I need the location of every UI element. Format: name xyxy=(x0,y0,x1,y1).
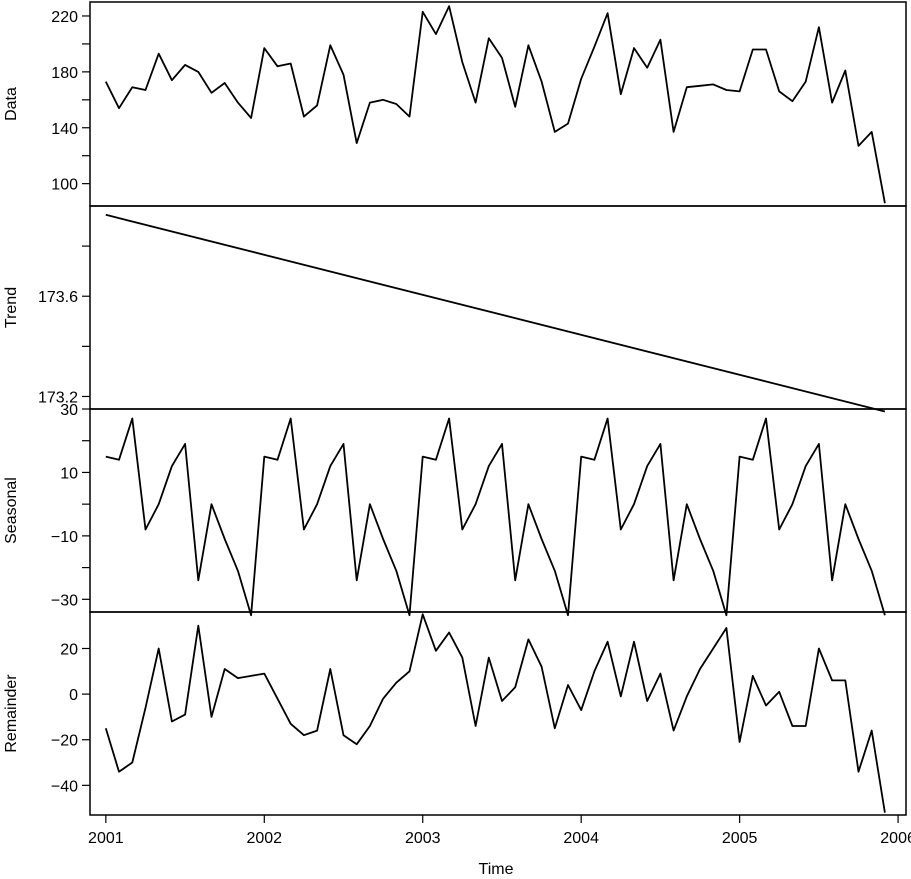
y-tick-label: 30 xyxy=(60,402,78,419)
x-tick-label: 2004 xyxy=(563,830,599,847)
panel-seasonal: −30 −10 10 30 Seasonal xyxy=(3,402,907,617)
series-line-remainder xyxy=(104,613,886,813)
y-tick-label: 140 xyxy=(51,121,78,138)
y-tick-label: −40 xyxy=(51,778,78,795)
y-tick-label: −10 xyxy=(51,529,78,546)
y-tick-label: 173.2 xyxy=(38,389,78,406)
series-line-data xyxy=(104,5,886,204)
y-axis-title-seasonal: Seasonal xyxy=(3,477,20,544)
series-line-seasonal xyxy=(105,417,886,617)
series-line-trend xyxy=(105,213,886,413)
x-tick-label: 2003 xyxy=(405,830,441,847)
y-axis-title-remainder: Remainder xyxy=(3,674,20,753)
panel-frame xyxy=(89,611,907,816)
y-tick-label: 0 xyxy=(69,687,78,704)
panel-frame xyxy=(89,205,907,410)
y-axis-title-trend: Trend xyxy=(3,287,20,328)
y-tick-label: 10 xyxy=(60,465,78,482)
x-tick-label: 2005 xyxy=(722,830,758,847)
y-tick-label: 20 xyxy=(60,641,78,658)
panel-frame xyxy=(89,1,907,207)
y-tick-label: 100 xyxy=(51,177,78,194)
panels: 100 140 180 220 Data 173.2 173.6 Trend −30 −10 10 3… xyxy=(3,1,907,816)
panel-frame xyxy=(89,408,907,613)
x-tick-label: 2006 xyxy=(880,830,911,847)
y-axis-title-data: Data xyxy=(3,87,20,121)
y-tick-label: −30 xyxy=(51,592,78,609)
x-tick-label: 2001 xyxy=(88,830,124,847)
panel-remainder: −40 −20 0 20 Remainder xyxy=(3,611,907,816)
panel-data: 100 140 180 220 Data xyxy=(3,1,907,207)
y-tick-label: 173.6 xyxy=(38,289,78,306)
y-tick-label: −20 xyxy=(51,733,78,750)
y-tick-label: 220 xyxy=(51,9,78,26)
x-tick-label: 2002 xyxy=(246,830,282,847)
x-axis: 2001 2002 2003 2004 2005 2006 xyxy=(88,815,911,847)
panel-trend: 173.2 173.6 Trend xyxy=(3,205,907,413)
x-axis-title: Time xyxy=(479,861,514,878)
y-tick-label: 180 xyxy=(51,65,78,82)
